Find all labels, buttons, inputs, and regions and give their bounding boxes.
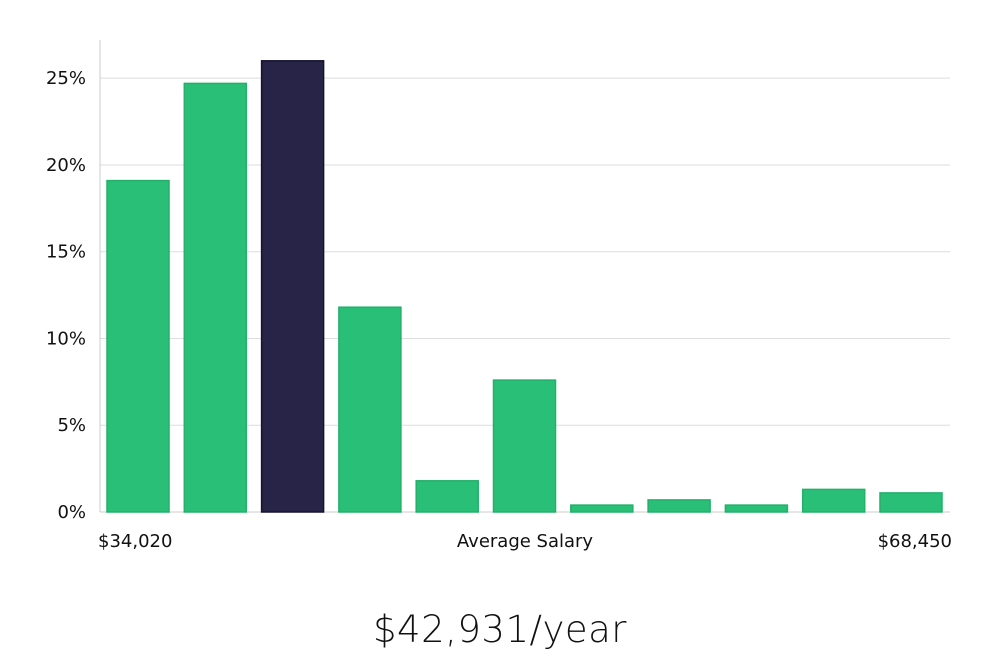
salary-histogram: 0%5%10%15%20%25% $34,020 Average Salary … [46,40,952,552]
bar [570,504,634,513]
bar-highlighted [260,60,325,513]
bar [415,480,479,513]
bar [338,306,402,513]
y-tick-label: 10% [46,328,86,349]
bar [879,492,943,513]
bar [183,82,248,513]
bar [724,504,789,513]
y-tick-label: 15% [46,242,86,263]
x-max-label: $68,450 [878,531,952,552]
y-tick-label: 20% [46,155,86,176]
y-tick-label: 25% [46,68,86,89]
bar [801,488,866,513]
x-axis-label: Average Salary [457,531,594,552]
average-salary-value: $42,931/year [372,608,627,651]
x-min-label: $34,020 [98,531,172,552]
y-axis: 0% 5% 10% 15% 20% 25% [46,68,86,523]
bar [647,499,711,513]
bar [106,179,170,513]
bar [492,379,557,513]
bars [106,60,943,513]
y-tick-label: 0% [57,502,86,523]
y-tick-label: 5% [57,415,86,436]
